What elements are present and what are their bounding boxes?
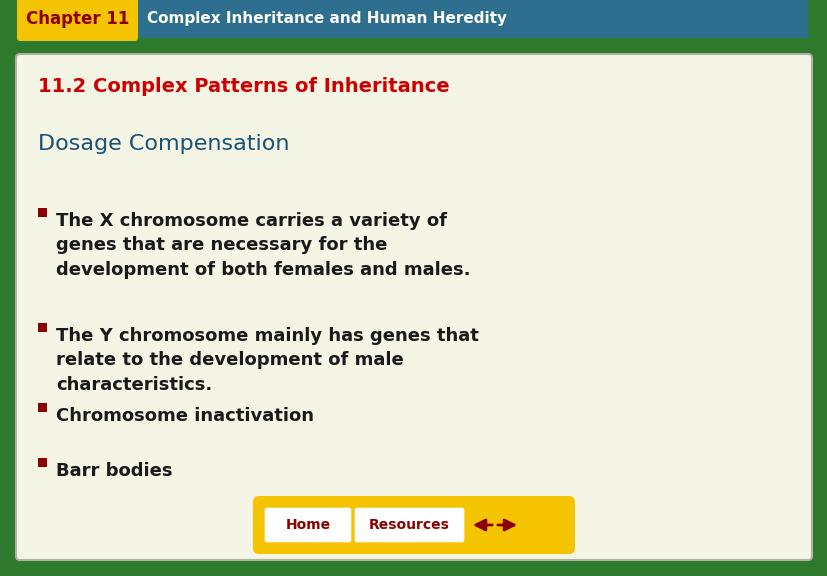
Text: Chapter 11: Chapter 11 bbox=[26, 10, 129, 28]
Text: Complex Inheritance and Human Heredity: Complex Inheritance and Human Heredity bbox=[147, 12, 506, 26]
FancyBboxPatch shape bbox=[38, 457, 47, 467]
Text: The Y chromosome mainly has genes that
relate to the development of male
charact: The Y chromosome mainly has genes that r… bbox=[56, 327, 478, 393]
Text: Barr bodies: Barr bodies bbox=[56, 462, 172, 480]
Text: Dosage Compensation: Dosage Compensation bbox=[38, 134, 289, 154]
FancyBboxPatch shape bbox=[264, 507, 351, 543]
Text: Chromosome inactivation: Chromosome inactivation bbox=[56, 407, 313, 425]
FancyBboxPatch shape bbox=[135, 0, 807, 38]
FancyBboxPatch shape bbox=[354, 507, 465, 543]
Text: 11.2 Complex Patterns of Inheritance: 11.2 Complex Patterns of Inheritance bbox=[38, 77, 449, 96]
FancyBboxPatch shape bbox=[17, 0, 138, 41]
FancyBboxPatch shape bbox=[38, 323, 47, 332]
FancyBboxPatch shape bbox=[38, 207, 47, 217]
Text: Home: Home bbox=[285, 518, 330, 532]
FancyBboxPatch shape bbox=[16, 54, 811, 560]
Text: The X chromosome carries a variety of
genes that are necessary for the
developme: The X chromosome carries a variety of ge… bbox=[56, 212, 470, 279]
Text: Resources: Resources bbox=[369, 518, 449, 532]
FancyBboxPatch shape bbox=[253, 496, 574, 554]
FancyBboxPatch shape bbox=[38, 403, 47, 411]
